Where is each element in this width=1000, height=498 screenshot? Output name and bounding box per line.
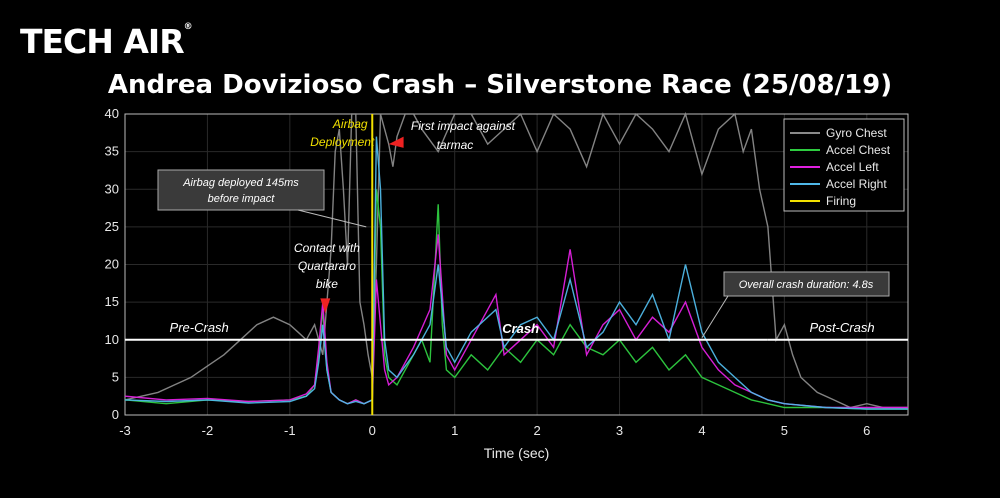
annotation-box-duration — [723, 271, 890, 297]
legend-label: Accel Right — [826, 177, 887, 191]
techair-logo: TECH AIR® — [20, 22, 193, 61]
x-tick-label: 6 — [863, 423, 870, 438]
y-tick-label: 25 — [105, 219, 119, 234]
legend-label: Gyro Chest — [826, 126, 887, 140]
phase-label-pre-crash: Pre-Crash — [170, 320, 229, 335]
x-axis-label: Time (sec) — [484, 445, 550, 461]
annotation-contact-line3: bike — [316, 277, 338, 291]
annotation-leader-airbag — [297, 209, 367, 228]
x-tick-label: 1 — [451, 423, 458, 438]
y-tick-label: 0 — [112, 407, 119, 422]
series-line-accel-right — [124, 136, 908, 410]
phase-label-crash: Crash — [502, 321, 539, 336]
y-tick-label: 40 — [105, 106, 119, 121]
series-line-accel-chest — [124, 189, 908, 410]
x-tick-label: -1 — [284, 423, 296, 438]
legend-label: Accel Left — [826, 160, 879, 174]
chart-title: Andrea Dovizioso Crash – Silverstone Rac… — [107, 70, 893, 100]
y-tick-label: 15 — [105, 294, 119, 309]
annotation-arrow-contact — [320, 298, 331, 314]
annotation-box-airbag-deployed — [157, 169, 325, 211]
plot-frame — [124, 113, 909, 416]
annotation-duration-text: Overall crash duration: 4.8s — [739, 279, 874, 291]
annotation-airbag-deployment-line1: Airbag — [332, 117, 368, 131]
x-tick-label: 0 — [369, 423, 376, 438]
phase-label-post-crash: Post-Crash — [810, 320, 875, 335]
x-tick-label: 5 — [781, 423, 788, 438]
annotation-leader-duration — [701, 295, 729, 339]
annotation-contact-line2: Quartararo — [298, 259, 356, 273]
x-tick-label: 4 — [698, 423, 705, 438]
y-tick-label: 20 — [105, 257, 119, 272]
y-tick-label: 30 — [105, 181, 119, 196]
y-tick-label: 10 — [105, 332, 119, 347]
legend-box — [783, 118, 905, 212]
legend-label: Accel Chest — [826, 143, 891, 157]
y-tick-label: 5 — [112, 369, 119, 384]
annotation-airbag-deployment-line2: Deployment — [310, 135, 375, 149]
annotation-first-impact-line1: First impact against — [411, 119, 516, 133]
annotation-airbag-deployed-line1: Airbag deployed 145ms — [182, 177, 299, 189]
y-tick-label: 35 — [105, 144, 119, 159]
annotation-first-impact-line2: tarmac — [437, 138, 474, 152]
x-tick-label: -2 — [202, 423, 214, 438]
annotation-airbag-deployed-line2: before impact — [208, 193, 276, 205]
x-tick-label: -3 — [119, 423, 131, 438]
legend-label: Firing — [826, 194, 856, 208]
x-tick-label: 3 — [616, 423, 623, 438]
series-line-gyro-chest — [124, 111, 908, 409]
annotation-arrow-first-impact — [388, 136, 404, 148]
annotation-contact-line1: Contact with — [294, 241, 360, 255]
logo-text: TECH AIR — [20, 22, 185, 61]
logo-registered-mark: ® — [183, 22, 193, 32]
x-tick-label: 2 — [533, 423, 540, 438]
